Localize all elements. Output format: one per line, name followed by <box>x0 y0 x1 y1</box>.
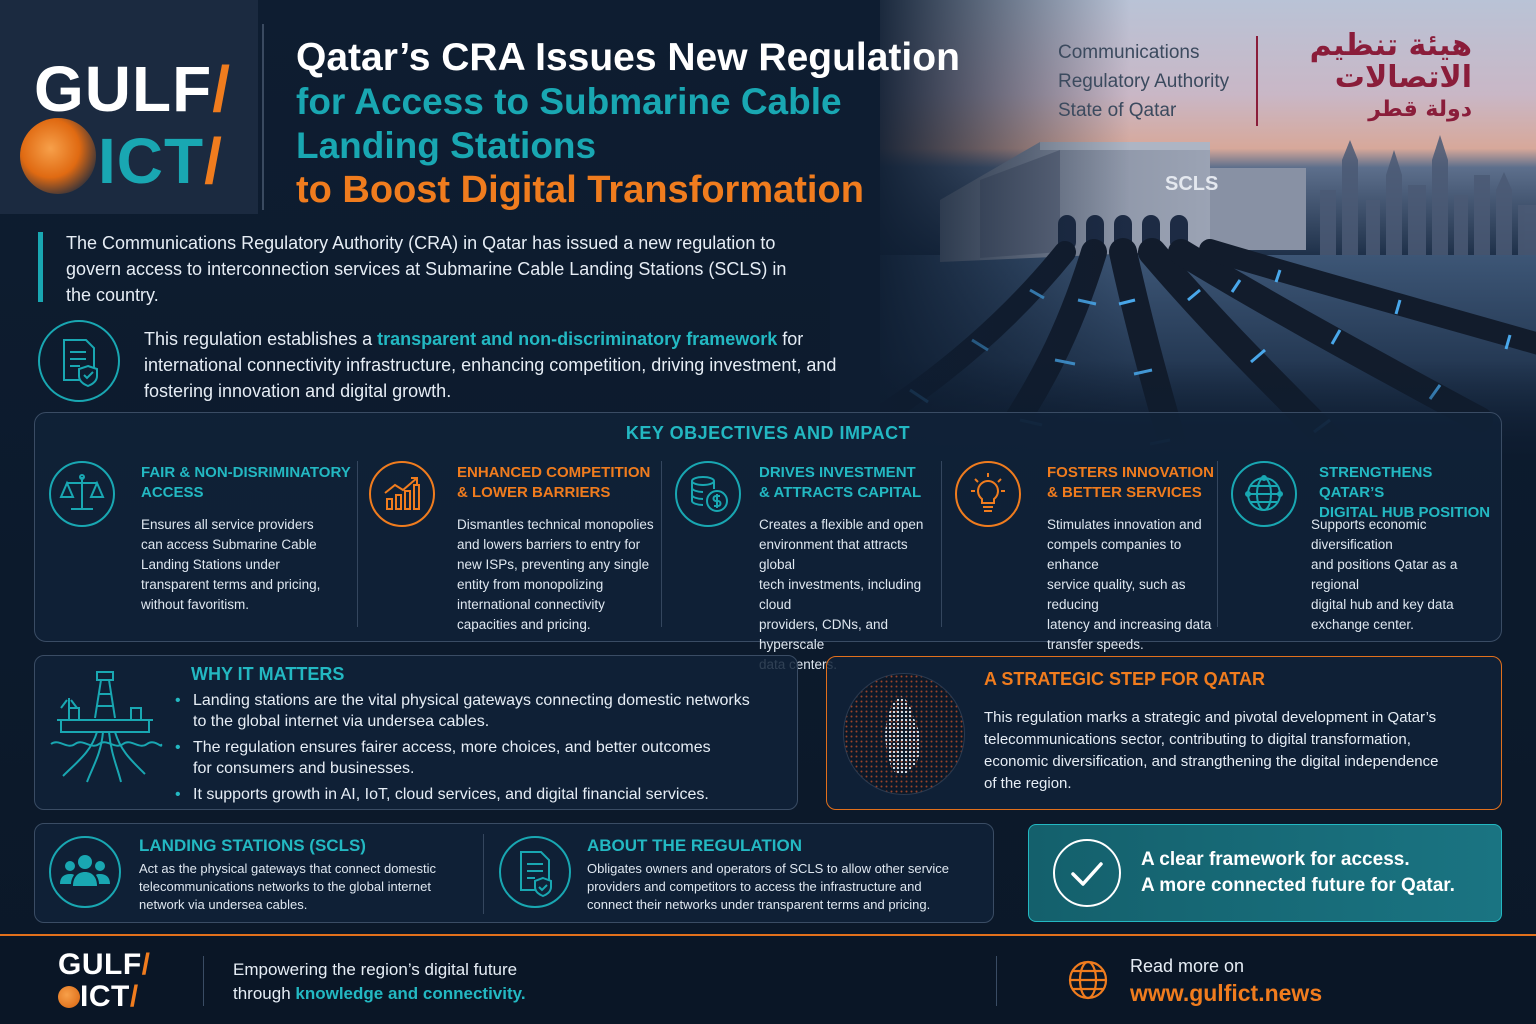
objective-innovation: FOSTERS INNOVATION & BETTER SERVICES Stim… <box>941 461 1217 652</box>
scls-building-sign: SCLS <box>1165 173 1218 195</box>
scales-icon <box>49 461 115 527</box>
document-shield-icon <box>38 320 120 402</box>
globe-icon <box>1068 960 1108 1000</box>
framework-highlight: transparent and non-discriminatory frame… <box>377 329 778 349</box>
qatar-map-icon <box>843 673 965 795</box>
regulation-summary: This regulation establishes a transparen… <box>144 329 837 401</box>
intro-accent-bar <box>38 232 43 302</box>
footer: GULF/ ICT/ Empowering the region’s digit… <box>0 934 1536 1024</box>
why-it-matters-list: Landing stations are the vital physical … <box>173 690 783 810</box>
read-more-label: Read more on <box>1130 956 1245 976</box>
cra-name-english: Communications Regulatory Authority Stat… <box>1058 42 1230 121</box>
checkmark-circle-icon <box>1053 839 1121 907</box>
objective-investment: DRIVES INVESTMENT & ATTRACTS CAPITAL Crea… <box>661 461 941 672</box>
callout-line-1: A clear framework for access. <box>1141 849 1410 870</box>
landing-station-icon <box>50 671 163 783</box>
footer-globe-dot-icon <box>58 986 80 1008</box>
about-regulation-title: ABOUT THE REGULATION <box>587 836 803 855</box>
callout-line-2: A more connected future for Qatar. <box>1141 875 1455 896</box>
logo-gulf-text: GULF <box>34 53 213 125</box>
gulf-ict-logo: GULF/ ICT/ <box>0 0 258 214</box>
footer-logo: GULF/ <box>58 948 151 981</box>
intro-paragraph: The Communications Regulatory Authority … <box>66 233 787 305</box>
logo-divider <box>262 24 264 210</box>
footer-tagline: Empowering the region’s digital future t… <box>233 960 526 1003</box>
key-objectives-panel: KEY OBJECTIVES AND IMPACT FAIR & NON-DIS… <box>34 412 1502 672</box>
title-line-2: for Access to Submarine Cable <box>296 81 842 122</box>
title-line-1: Qatar’s CRA Issues New Regulation <box>296 36 960 79</box>
lightbulb-icon <box>955 461 1021 527</box>
framework-callout: A clear framework for access. A more con… <box>1028 824 1502 922</box>
objective-fair-access: FAIR & NON-DISRIMINATORY ACCESS Ensures a… <box>35 461 355 631</box>
cra-divider <box>1256 36 1258 126</box>
page-title: Qatar’s CRA Issues New Regulation for Ac… <box>296 36 960 212</box>
objective-digital-hub: STRENGTHENS QATAR’S DIGITAL HUB POSITION … <box>1217 461 1501 632</box>
landing-and-regulation-panel: LANDING STATIONS (SCLS) Act as the physi… <box>34 823 994 923</box>
list-item: The regulation ensures fairer access, mo… <box>173 737 783 779</box>
dotted-globe-icon <box>20 118 96 194</box>
logo-slash: / <box>212 53 231 125</box>
logo-ict-text: ICT <box>98 125 205 197</box>
growth-chart-icon <box>369 461 435 527</box>
coins-dollar-icon <box>675 461 741 527</box>
landing-stations-text: Act as the physical gateways that connec… <box>139 861 436 912</box>
people-group-icon <box>49 836 121 908</box>
document-check-icon <box>499 836 571 908</box>
landing-stations-title: LANDING STATIONS (SCLS) <box>139 836 366 855</box>
strategic-step-text: This regulation marks a strategic and pi… <box>984 709 1439 792</box>
list-item: It supports growth in AI, IoT, cloud ser… <box>173 784 783 805</box>
objective-competition: ENHANCED COMPETITION & LOWER BARRIERS Dis… <box>355 461 659 632</box>
strategic-step-title: A STRATEGIC STEP FOR QATAR <box>984 669 1266 689</box>
website-link[interactable]: www.gulfict.news <box>1130 980 1323 1006</box>
title-line-3: Landing Stations <box>296 125 597 166</box>
objectives-heading: KEY OBJECTIVES AND IMPACT <box>625 423 911 443</box>
title-line-4: to Boost Digital Transformation <box>296 169 864 211</box>
why-it-matters-panel: WHY IT MATTERS Landing stations are the … <box>34 655 798 810</box>
about-regulation-text: Obligates owners and operators of SCLS t… <box>587 861 950 912</box>
strategic-step-panel: A STRATEGIC STEP FOR QATAR This regulati… <box>826 656 1502 810</box>
why-it-matters-title: WHY IT MATTERS <box>191 664 345 684</box>
globe-network-icon <box>1231 461 1297 527</box>
list-item: Landing stations are the vital physical … <box>173 690 783 732</box>
cra-name-arabic: هيئة تنظيم الاتصالات دولة قطر <box>1309 28 1472 123</box>
